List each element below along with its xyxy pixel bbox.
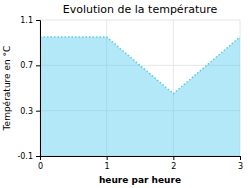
x-tick-label: 3 xyxy=(238,162,243,171)
y-tick-label: -0.1 xyxy=(17,152,33,161)
x-axis: 0 1 2 3 xyxy=(38,156,243,171)
x-tick: 0 xyxy=(38,156,43,171)
y-tick-label: 1.1 xyxy=(20,16,33,25)
y-tick-label: 0.7 xyxy=(20,61,33,70)
x-tick-label: 1 xyxy=(105,162,110,171)
x-tick-mark xyxy=(240,156,241,160)
y-axis-line xyxy=(36,21,41,157)
y-tick-mark xyxy=(36,65,40,66)
y-tick-mark xyxy=(36,156,40,157)
y-tick: -0.1 xyxy=(17,152,40,161)
x-tick: 1 xyxy=(105,156,110,171)
area xyxy=(40,37,240,156)
y-tick-label: 0.3 xyxy=(20,107,33,116)
x-axis-line xyxy=(41,157,241,161)
line xyxy=(40,37,240,94)
x-tick: 3 xyxy=(238,156,243,171)
x-tick-mark xyxy=(107,156,108,160)
grid xyxy=(40,20,240,156)
x-axis-title: heure par heure xyxy=(99,175,181,185)
y-tick: 1.1 xyxy=(20,16,40,25)
x-tick: 2 xyxy=(171,156,176,171)
y-tick: 0.3 xyxy=(20,107,40,116)
x-tick-label: 0 xyxy=(38,162,43,171)
y-tick-mark xyxy=(36,20,40,21)
y-tick: 0.7 xyxy=(20,61,40,70)
y-grid-line xyxy=(40,20,240,21)
y-tick-mark xyxy=(36,111,40,112)
x-tick-label: 2 xyxy=(171,162,176,171)
x-tick-mark xyxy=(173,156,174,160)
y-axis: -0.1 0.3 0.7 1.1 xyxy=(17,16,40,161)
y-axis-title: Température en °C xyxy=(2,46,12,132)
plot-area xyxy=(40,37,240,156)
title: Evolution de la température xyxy=(63,3,218,16)
chart: 0 1 2 3 -0.1 0.3 0.7 1.1 Evolution de la tempéra… xyxy=(0,0,250,188)
